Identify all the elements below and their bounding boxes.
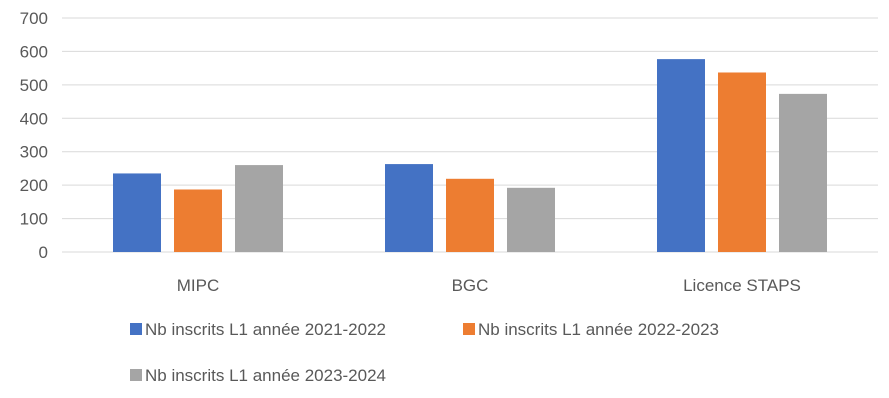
y-tick-label: 600 (20, 42, 48, 61)
y-tick-label: 500 (20, 76, 48, 95)
bar-bgc-series-1 (385, 164, 433, 252)
y-tick-label: 300 (20, 143, 48, 162)
bar-mipc-series-1 (113, 173, 161, 252)
legend-label: Nb inscrits L1 année 2023-2024 (145, 366, 386, 385)
y-tick-label: 100 (20, 210, 48, 229)
bar-licence-staps-series-1 (657, 59, 705, 252)
bar-bgc-series-2 (446, 178, 494, 252)
y-tick-label: 400 (20, 109, 48, 128)
legend: Nb inscrits L1 année 2021-2022 Nb inscrit… (130, 320, 719, 385)
legend-swatch (130, 369, 142, 381)
legend-swatch (130, 323, 142, 335)
legend-label: Nb inscrits L1 année 2021-2022 (145, 320, 386, 339)
bar-mipc-series-3 (235, 165, 283, 252)
bars (113, 59, 827, 252)
x-category-label: MIPC (177, 276, 220, 295)
y-tick-label: 0 (39, 243, 48, 262)
y-tick-label: 700 (20, 9, 48, 28)
bar-licence-staps-series-2 (718, 72, 766, 252)
y-tick-label: 200 (20, 176, 48, 195)
legend-label: Nb inscrits L1 année 2022-2023 (478, 320, 719, 339)
bar-mipc-series-2 (174, 189, 222, 252)
bar-licence-staps-series-3 (779, 93, 827, 252)
axes: 0 100 200 300 400 500 600 700 MIPC BGC Licence STA… (20, 9, 801, 295)
legend-swatch (463, 323, 475, 335)
x-category-label: BGC (452, 276, 489, 295)
x-category-label: Licence STAPS (683, 276, 801, 295)
bar-bgc-series-3 (507, 187, 555, 252)
